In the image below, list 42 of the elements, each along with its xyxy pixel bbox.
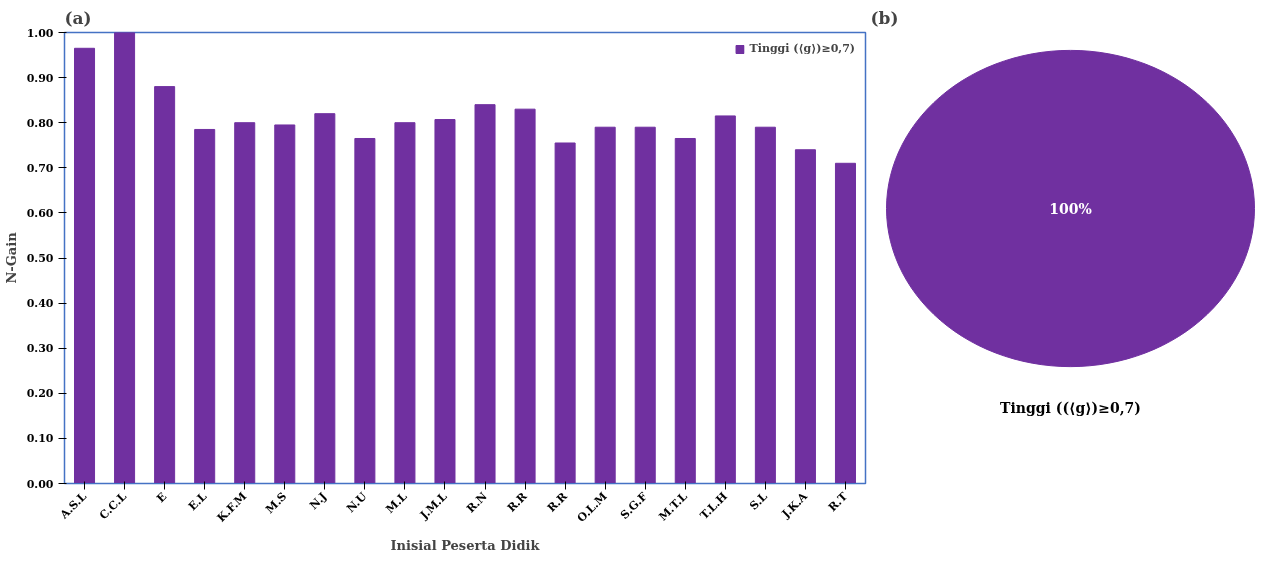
bar	[554, 142, 576, 484]
y-tick-label: 1.00	[26, 26, 54, 40]
bar	[314, 113, 336, 484]
chart-title: (a)	[64, 7, 92, 28]
bar	[154, 86, 176, 484]
y-tick-label: 0.10	[26, 432, 54, 446]
data-label: 100%	[1049, 200, 1092, 217]
bar	[754, 126, 776, 484]
x-tick-label: E	[154, 489, 170, 506]
legend-label: Tinggi (⟨g⟩)≥0,7)	[749, 42, 855, 55]
bar	[234, 122, 256, 484]
y-tick-label: 0.60	[26, 206, 54, 220]
bar	[394, 122, 416, 484]
slice-label: Tinggi ((⟨g⟩)≥0,7)	[1000, 399, 1141, 416]
y-tick-label: 0.00	[26, 477, 54, 491]
x-tick-label: E.L	[185, 489, 210, 514]
bar	[834, 162, 856, 484]
bar	[514, 108, 536, 484]
x-axis-title: Inisial Peserta Didik	[390, 537, 541, 553]
bar	[434, 119, 456, 484]
bar	[74, 47, 96, 484]
y-tick-label: 0.90	[26, 71, 54, 85]
x-tick-label: S.L	[747, 489, 771, 513]
bar	[114, 32, 136, 484]
bar	[794, 149, 816, 484]
bar	[634, 126, 656, 484]
y-tick-label: 0.70	[26, 161, 54, 175]
bar	[594, 126, 616, 484]
bar	[274, 124, 296, 484]
bar	[474, 104, 496, 484]
y-axis-title: N-Gain	[3, 231, 19, 284]
bar	[674, 137, 696, 484]
bar	[714, 115, 736, 484]
bar	[354, 137, 376, 484]
y-tick-label: 0.20	[26, 387, 54, 401]
y-tick-label: 0.80	[26, 116, 54, 130]
y-tick-label: 0.30	[26, 342, 54, 356]
y-tick-label: 0.50	[26, 252, 54, 265]
chart-title: (b)	[870, 7, 899, 28]
bar	[194, 128, 216, 484]
y-tick-label: 0.40	[26, 297, 54, 311]
x-tick-label: N.J	[307, 489, 330, 513]
